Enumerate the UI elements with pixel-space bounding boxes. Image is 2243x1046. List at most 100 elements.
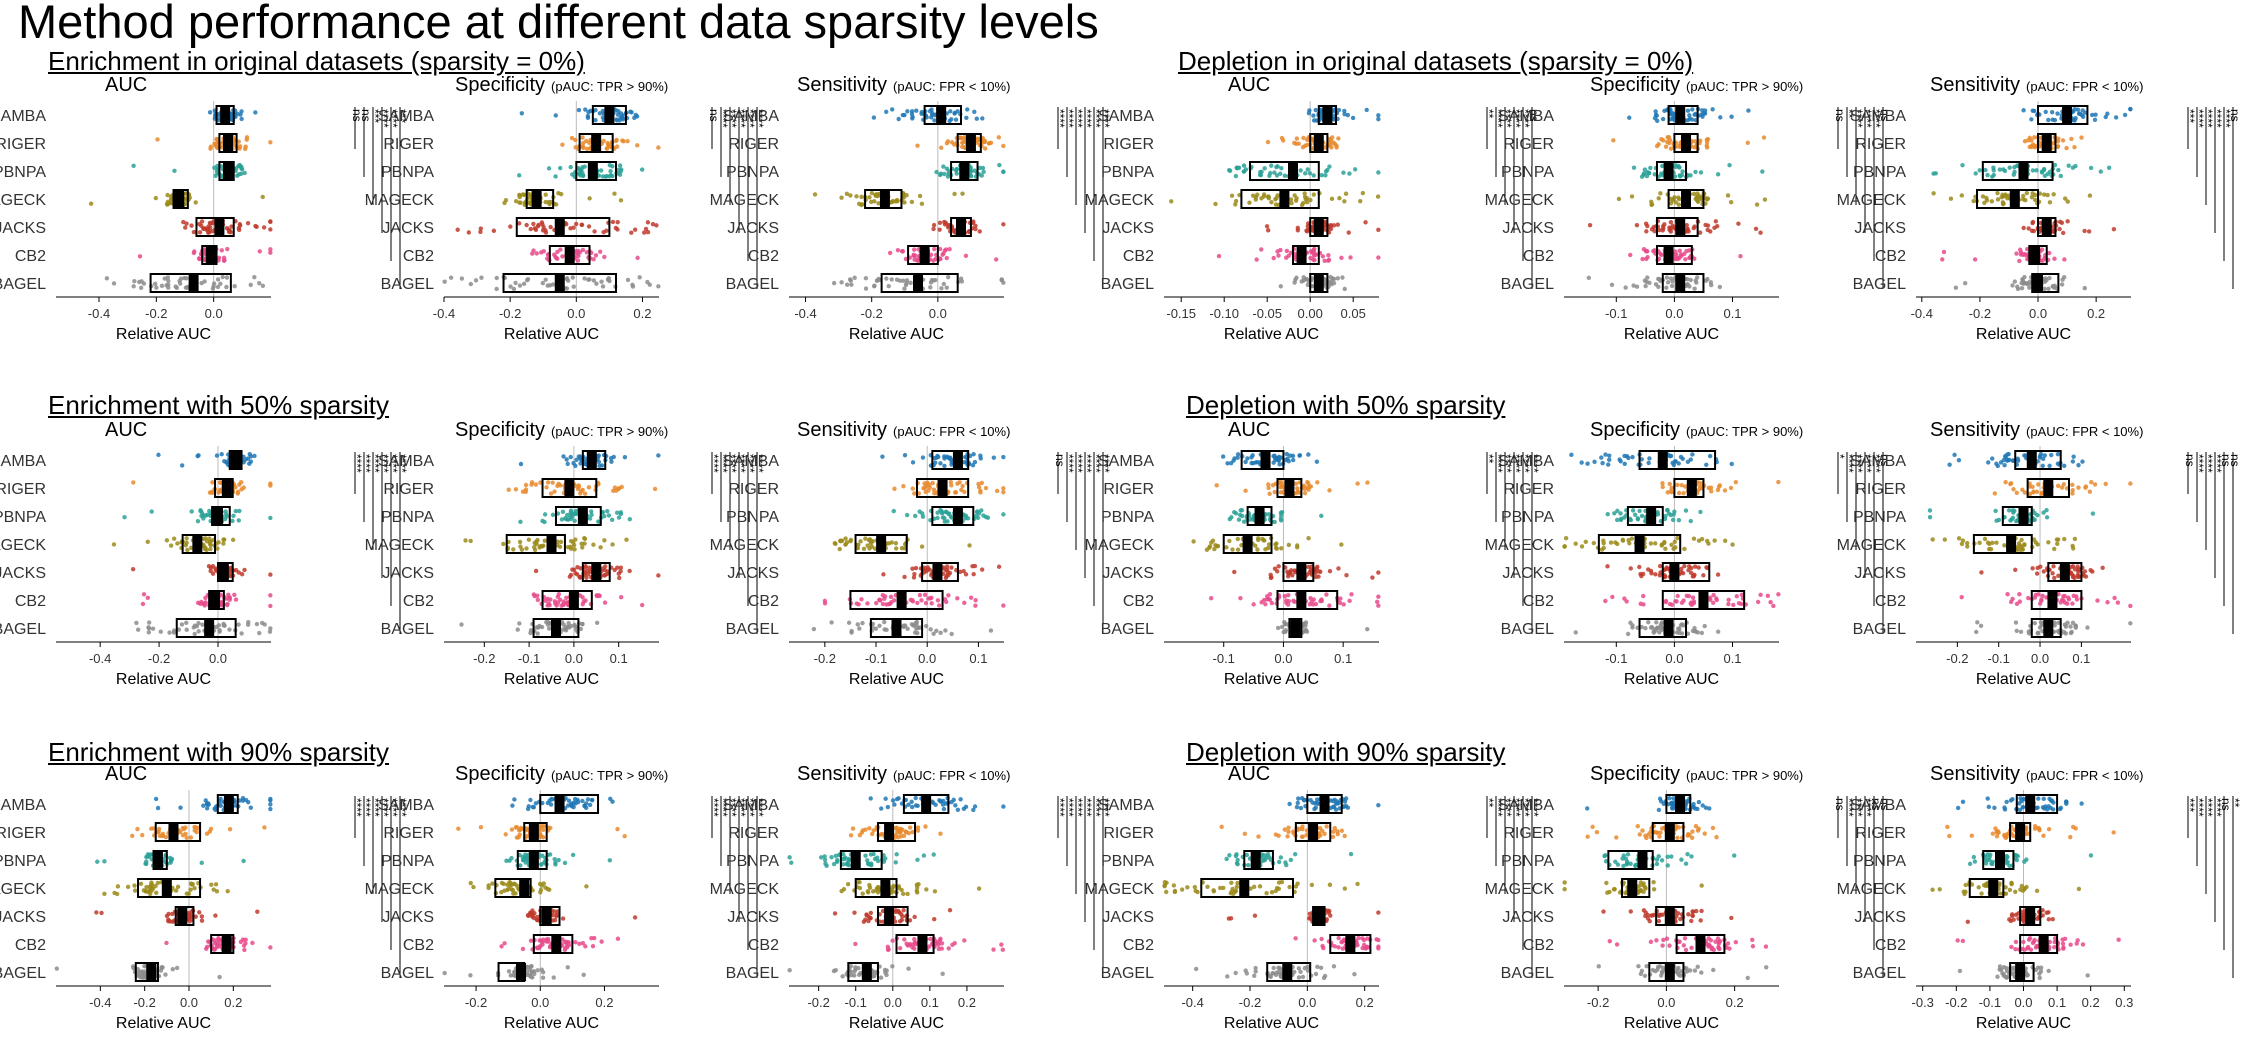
data-point	[1587, 222, 1593, 228]
data-point	[2128, 603, 2133, 609]
data-point	[1667, 601, 1673, 607]
data-point	[2065, 199, 2070, 204]
data-point	[1264, 224, 1270, 229]
data-point	[922, 592, 928, 598]
data-point	[1675, 482, 1680, 488]
data-point	[1241, 169, 1247, 174]
group-title-depletion-0: Depletion in original datasets (sparsity…	[1178, 46, 1694, 76]
data-point	[99, 910, 104, 916]
data-point	[1352, 167, 1358, 172]
data-point	[852, 275, 857, 280]
method-label: CB2	[1123, 248, 1154, 265]
x-tick-label: -0.1	[1605, 651, 1627, 666]
data-point	[167, 919, 173, 924]
data-point	[231, 513, 236, 519]
x-tick-label: -0.15	[1166, 306, 1196, 321]
data-point	[558, 247, 563, 252]
data-point	[131, 163, 136, 168]
data-point	[554, 255, 559, 261]
data-point	[1253, 195, 1259, 200]
method-label: RIGER	[728, 481, 779, 498]
data-point	[2062, 536, 2067, 542]
median-marker	[546, 535, 557, 553]
data-point	[609, 459, 614, 464]
data-point	[1768, 600, 1773, 605]
median-marker	[564, 479, 575, 497]
data-point	[895, 199, 900, 204]
data-point	[1659, 137, 1664, 142]
data-point	[973, 603, 978, 608]
data-point	[2115, 600, 2121, 605]
data-point	[1348, 255, 1353, 260]
data-point	[593, 117, 598, 123]
data-point	[54, 966, 60, 971]
data-point	[1001, 454, 1006, 460]
data-point	[1776, 479, 1781, 485]
data-point	[219, 248, 224, 253]
data-point	[952, 191, 957, 197]
data-point	[232, 284, 237, 289]
data-point	[2005, 458, 2010, 463]
data-point	[886, 283, 891, 289]
data-point	[201, 516, 206, 521]
data-point	[566, 620, 571, 626]
data-point	[513, 487, 519, 492]
data-point	[910, 116, 915, 121]
data-point	[247, 461, 252, 466]
median-marker	[937, 479, 948, 497]
data-point	[1339, 255, 1344, 261]
data-point	[2103, 114, 2108, 120]
data-point	[1725, 193, 1731, 198]
data-point	[949, 631, 954, 637]
data-point	[179, 622, 185, 627]
data-point	[946, 171, 951, 176]
data-point	[1271, 255, 1276, 261]
data-point	[582, 491, 588, 496]
data-point	[579, 222, 584, 227]
data-point	[643, 226, 649, 232]
data-point	[1236, 517, 1242, 522]
data-point	[2027, 285, 2032, 290]
method-label: MAGECK	[365, 192, 435, 209]
data-point	[1250, 453, 1255, 458]
data-point	[1227, 516, 1233, 522]
data-point	[199, 510, 205, 515]
data-point	[216, 255, 222, 260]
data-point	[531, 221, 536, 227]
data-point	[1340, 275, 1345, 280]
data-point	[1284, 248, 1290, 254]
data-point	[911, 253, 916, 258]
median-marker	[1296, 591, 1307, 609]
data-point	[959, 487, 964, 493]
data-point	[1264, 594, 1270, 599]
data-point	[547, 602, 552, 608]
data-point	[654, 223, 659, 228]
median-marker	[2062, 106, 2073, 124]
data-point	[1376, 170, 1381, 175]
data-point	[951, 142, 957, 147]
method-label: MAGECK	[1837, 192, 1907, 209]
data-point	[155, 137, 160, 142]
method-label: SAMBA	[0, 797, 46, 814]
data-point	[2052, 256, 2057, 261]
data-point	[184, 620, 189, 625]
data-point	[165, 202, 170, 207]
data-point	[2092, 482, 2098, 487]
data-point	[1745, 140, 1750, 145]
method-label: RIGER	[1855, 136, 1906, 153]
panel-1: Specificity (pAUC: TPR > 90%)SAMBARIGERPB…	[365, 74, 766, 343]
data-point	[166, 278, 171, 284]
x-axis-label: Relative AUC	[116, 671, 211, 688]
data-point	[2073, 163, 2078, 169]
data-point	[630, 282, 635, 287]
data-point	[1214, 483, 1219, 488]
data-point	[529, 480, 535, 485]
data-point	[1376, 255, 1381, 260]
data-point	[201, 803, 206, 808]
x-tick-label: -0.2	[473, 651, 495, 666]
data-point	[1714, 597, 1719, 603]
data-point	[1613, 540, 1618, 545]
data-point	[518, 461, 524, 467]
data-point	[1694, 280, 1699, 285]
data-point	[207, 829, 213, 834]
